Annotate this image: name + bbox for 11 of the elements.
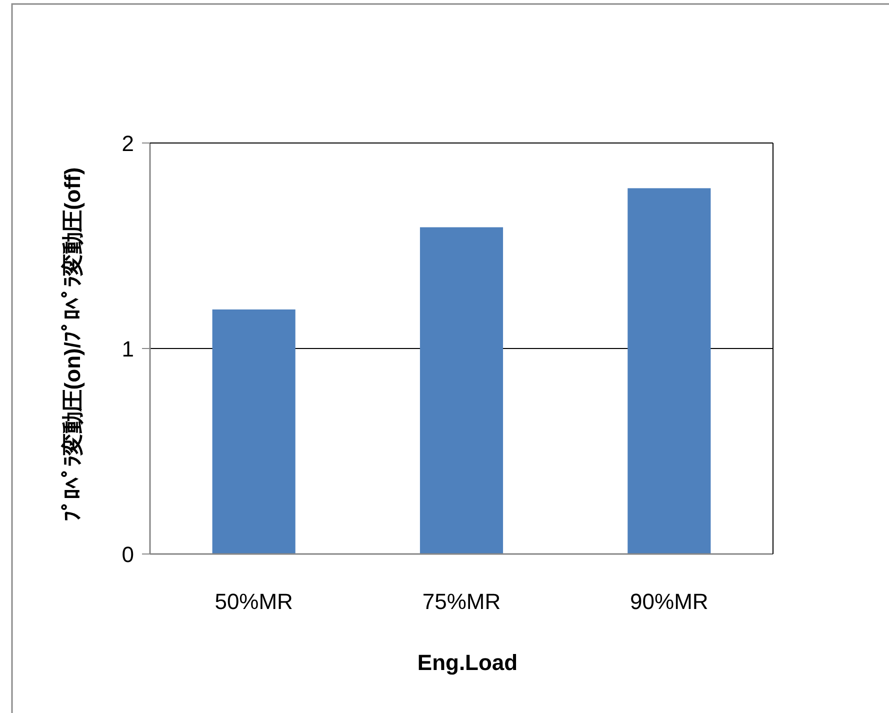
y-tick-label: 1 xyxy=(122,336,134,362)
x-tick-label: 75%MR xyxy=(422,589,501,614)
bar xyxy=(420,227,504,554)
x-axis-title: Eng.Load xyxy=(417,650,518,675)
bar xyxy=(212,309,296,554)
y-tick-label: 2 xyxy=(122,131,134,156)
bar xyxy=(628,188,711,554)
y-tick-label: 0 xyxy=(122,542,134,567)
x-tick-label: 90%MR xyxy=(630,589,708,614)
y-axis-title: ﾌﾟﾛﾍﾟﾗ変動圧(on)/ﾌﾟﾛﾍﾟﾗ変動圧(off) xyxy=(60,167,85,522)
x-tick-label: 50%MR xyxy=(214,589,293,614)
